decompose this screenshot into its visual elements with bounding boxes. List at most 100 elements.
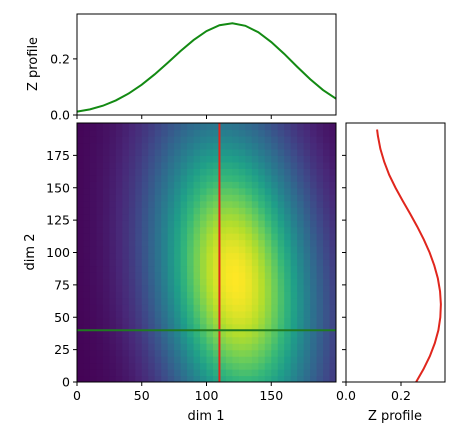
heatmap-cell [193, 291, 201, 299]
heatmap-cell [128, 362, 136, 370]
top-profile-axes: 0.00.2 Z profile [26, 13, 337, 123]
heatmap-cell [122, 142, 130, 150]
heatmap-cell [154, 284, 162, 292]
heatmap-cell [264, 349, 272, 357]
heatmap-cell [77, 258, 85, 267]
heatmap-cell [303, 129, 311, 137]
heatmap-cell [232, 310, 240, 318]
heatmap-cell [316, 135, 324, 144]
heatmap-cell [102, 239, 110, 247]
heatmap-cell [206, 284, 214, 292]
heatmap-cell [77, 161, 85, 169]
heatmap-cell [264, 304, 272, 312]
heatmap-cell [89, 343, 98, 351]
heatmap-cell [219, 291, 227, 299]
heatmap-cell [200, 343, 208, 351]
heatmap-cell [109, 213, 117, 221]
heatmap-cell [122, 291, 130, 299]
heatmap-cell [329, 349, 336, 357]
heatmap-cell [264, 213, 272, 221]
heatmap-cell [219, 181, 227, 189]
heatmap-cell [89, 369, 98, 377]
heatmap-cell [135, 252, 143, 260]
heatmap-cell [323, 161, 331, 169]
heatmap-cell [77, 200, 85, 208]
heatmap-cell [212, 123, 221, 131]
heatmap-cell [174, 336, 182, 344]
heatmap-cell [245, 246, 253, 254]
heatmap-cell [77, 284, 85, 292]
heatmap-cell [251, 174, 259, 182]
heatmap-cell [212, 239, 221, 247]
heatmap-cell [174, 297, 182, 305]
heatmap-cell [245, 207, 253, 215]
heatmap-cell [316, 123, 324, 131]
heatmap-cell [193, 220, 201, 228]
heatmap-cell [148, 239, 156, 247]
heatmap-cell [219, 297, 227, 305]
heatmap-cell [251, 194, 259, 202]
heatmap-cell [277, 246, 285, 254]
heatmap-cell [225, 187, 233, 195]
heatmap-cell [109, 336, 117, 344]
heatmap-cell [297, 330, 305, 338]
heatmap-cell [290, 129, 298, 137]
heatmap-cell [96, 174, 104, 182]
heatmap-cell [83, 161, 91, 169]
heatmap-cell [122, 265, 130, 273]
heatmap-cell [264, 323, 272, 331]
heatmap-cell [206, 278, 214, 286]
heatmap-cell [83, 343, 91, 351]
heatmap-cell [167, 213, 175, 221]
heatmap-cell [303, 349, 311, 357]
heatmap-cell [128, 284, 136, 292]
heatmap-cell [154, 148, 162, 156]
heatmap-cell [193, 200, 201, 208]
heatmap-cell [258, 284, 266, 292]
heatmap-cell [109, 226, 117, 234]
heatmap-cell [141, 181, 149, 189]
heatmap-cell [212, 297, 221, 305]
heatmap-cell [232, 369, 240, 377]
heatmap-cell [187, 226, 195, 234]
heatmap-cell [310, 135, 318, 144]
heatmap-cell [290, 220, 298, 228]
heatmap-cell [238, 200, 246, 208]
heatmap-cell [245, 330, 253, 338]
heatmap-cell [96, 181, 104, 189]
heatmap-cell [329, 330, 336, 338]
heatmap-cell [200, 323, 208, 331]
heatmap-cell [89, 252, 98, 260]
heatmap-cell [122, 123, 130, 131]
heatmap-cell [245, 317, 253, 325]
heatmap-cell [258, 265, 266, 273]
heatmap-cell [193, 252, 201, 260]
heatmap-cell [316, 343, 324, 351]
heatmap-cell [83, 265, 91, 273]
heatmap-cell [102, 174, 110, 182]
heatmap-cell [187, 155, 195, 163]
heatmap-cell [174, 161, 182, 169]
heatmap-cell [264, 297, 272, 305]
heatmap-cell [167, 239, 175, 247]
heatmap-cell [297, 155, 305, 163]
heatmap-cell [187, 233, 195, 241]
heatmap-cell [96, 304, 104, 312]
heatmap-cell [187, 297, 195, 305]
heatmap-cell [206, 291, 214, 299]
heatmap-cell [212, 129, 221, 137]
heatmap-cell [77, 252, 85, 260]
heatmap-cell [154, 330, 162, 338]
heatmap-cell [225, 213, 233, 221]
heatmap-cell [115, 369, 123, 377]
heatmap-cell [193, 323, 201, 331]
heatmap-cell [83, 207, 91, 215]
heatmap-cell [200, 135, 208, 144]
heatmap-cell [277, 123, 285, 131]
heatmap-cell [174, 213, 182, 221]
heatmap-cell [122, 233, 130, 241]
heatmap-cell [167, 194, 175, 202]
heatmap-cell [102, 246, 110, 254]
heatmap-cell [167, 174, 175, 182]
heatmap-cell [277, 187, 285, 195]
